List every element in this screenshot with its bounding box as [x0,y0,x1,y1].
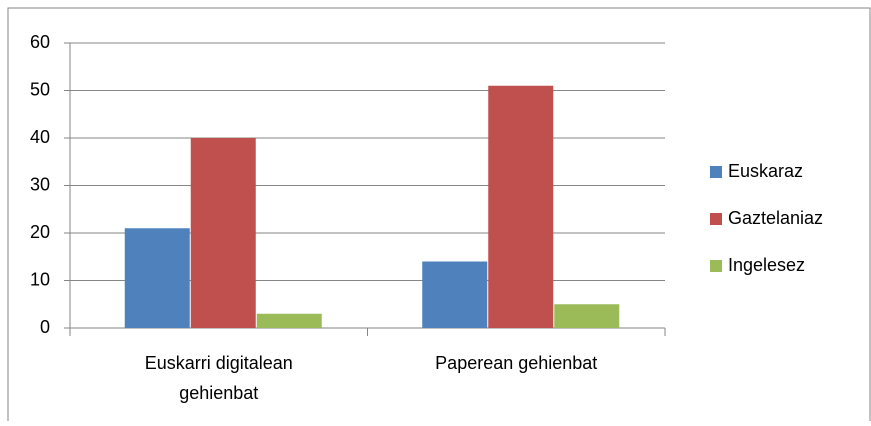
x-tick-label-box: Paperean gehienbat [435,353,598,373]
y-tick-label: 60 [30,32,50,52]
legend-swatch [710,213,722,225]
y-tick-label: 10 [30,269,50,289]
x-tick-label: Euskarri digitalean gehienbat [144,353,293,403]
legend-swatch [710,260,722,272]
legend-label: Euskaraz [728,161,803,181]
legend-swatch [710,166,722,178]
y-tick-label: 50 [30,79,50,99]
legend-label: Ingelesez [728,255,805,275]
x-tick-label-box: Euskarri digitalean gehienbat [144,353,293,403]
bar [488,85,554,328]
legend-label: Gaztelaniaz [728,208,823,228]
bar [422,261,488,328]
x-tick-label: Paperean gehienbat [435,353,598,373]
y-tick-label: 0 [40,317,50,337]
y-tick-label: 30 [30,174,50,194]
y-tick-label: 40 [30,127,50,147]
bar [124,228,190,328]
bar [190,138,256,328]
bar [554,304,620,328]
bar [256,313,322,328]
chart-frame [7,7,871,426]
y-tick-label: 20 [30,222,50,242]
